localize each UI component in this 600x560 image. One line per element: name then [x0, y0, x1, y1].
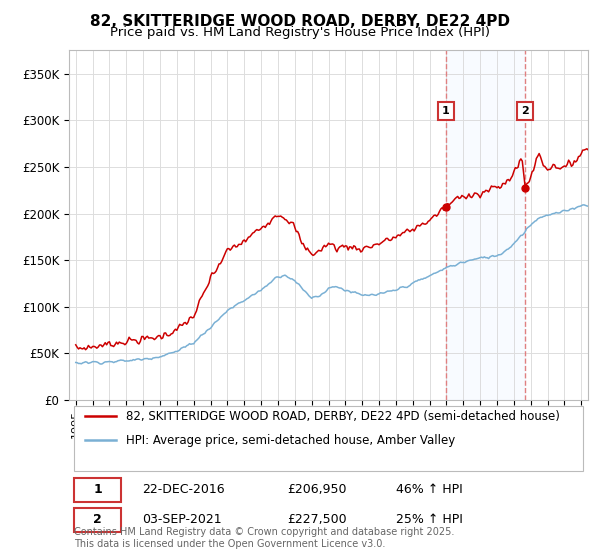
Text: £206,950: £206,950 — [287, 483, 346, 496]
Text: 2: 2 — [521, 106, 529, 116]
Text: 46% ↑ HPI: 46% ↑ HPI — [396, 483, 463, 496]
Text: 1: 1 — [442, 106, 450, 116]
FancyBboxPatch shape — [74, 406, 583, 472]
FancyBboxPatch shape — [74, 508, 121, 531]
FancyBboxPatch shape — [74, 478, 121, 502]
Text: 1: 1 — [93, 483, 102, 496]
Text: Price paid vs. HM Land Registry's House Price Index (HPI): Price paid vs. HM Land Registry's House … — [110, 26, 490, 39]
Text: 22-DEC-2016: 22-DEC-2016 — [142, 483, 224, 496]
Text: Contains HM Land Registry data © Crown copyright and database right 2025.
This d: Contains HM Land Registry data © Crown c… — [74, 527, 455, 549]
Text: £227,500: £227,500 — [287, 512, 347, 525]
Text: 03-SEP-2021: 03-SEP-2021 — [142, 512, 221, 525]
Text: HPI: Average price, semi-detached house, Amber Valley: HPI: Average price, semi-detached house,… — [126, 433, 455, 447]
Text: 2: 2 — [93, 512, 102, 525]
Text: 25% ↑ HPI: 25% ↑ HPI — [396, 512, 463, 525]
Text: 82, SKITTERIDGE WOOD ROAD, DERBY, DE22 4PD (semi-detached house): 82, SKITTERIDGE WOOD ROAD, DERBY, DE22 4… — [126, 410, 560, 423]
Text: 82, SKITTERIDGE WOOD ROAD, DERBY, DE22 4PD: 82, SKITTERIDGE WOOD ROAD, DERBY, DE22 4… — [90, 14, 510, 29]
Bar — [446, 50, 525, 400]
